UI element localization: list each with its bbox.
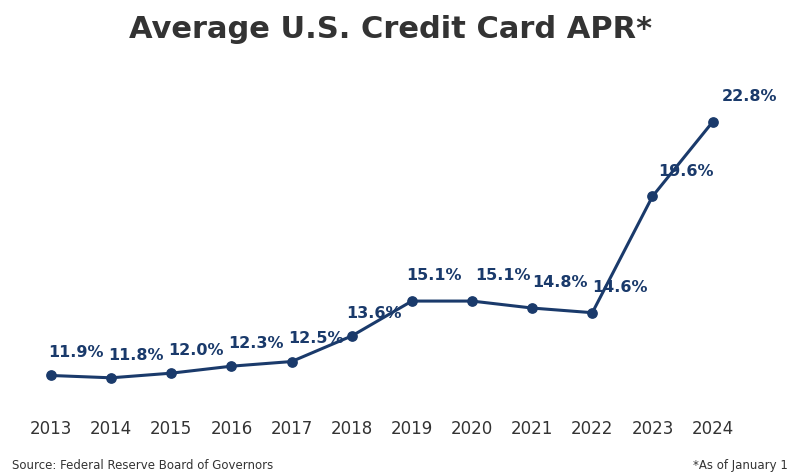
Text: 12.5%: 12.5% [289, 330, 344, 346]
Text: 11.9%: 11.9% [48, 345, 103, 359]
Text: 11.8%: 11.8% [108, 347, 164, 362]
Point [586, 309, 598, 317]
Text: 12.0%: 12.0% [168, 342, 224, 357]
Point [225, 363, 238, 370]
Point [646, 193, 659, 201]
Point [286, 358, 298, 366]
Text: *As of January 1: *As of January 1 [693, 458, 788, 471]
Text: 15.1%: 15.1% [406, 268, 462, 283]
Title: Average U.S. Credit Card APR*: Average U.S. Credit Card APR* [130, 15, 653, 44]
Text: 14.8%: 14.8% [532, 275, 588, 290]
Point [45, 372, 58, 379]
Text: Source: Federal Reserve Board of Governors: Source: Federal Reserve Board of Governo… [12, 458, 274, 471]
Text: 12.3%: 12.3% [229, 335, 284, 350]
Point [706, 119, 719, 127]
Text: 13.6%: 13.6% [346, 305, 402, 320]
Text: 22.8%: 22.8% [722, 89, 777, 104]
Point [526, 305, 538, 312]
Text: 19.6%: 19.6% [658, 163, 714, 178]
Text: 14.6%: 14.6% [592, 279, 648, 295]
Point [165, 369, 178, 377]
Point [105, 374, 118, 382]
Text: 15.1%: 15.1% [475, 268, 530, 283]
Point [466, 298, 478, 305]
Point [406, 298, 418, 305]
Point [346, 332, 358, 340]
